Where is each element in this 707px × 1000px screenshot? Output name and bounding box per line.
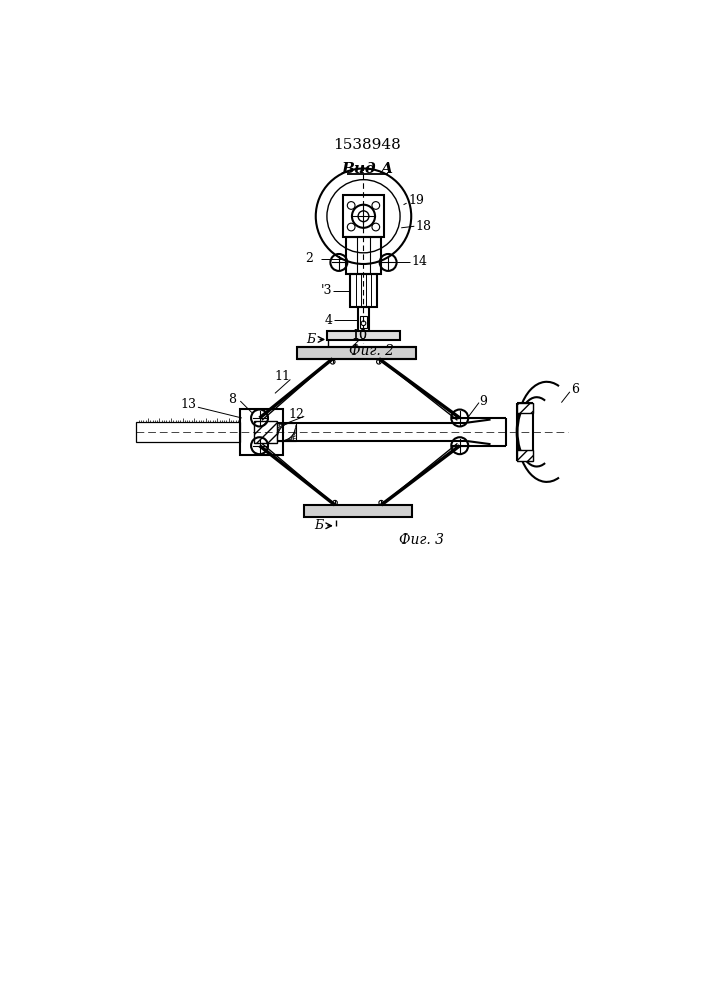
Bar bbox=[240, 409, 283, 455]
Text: 4: 4 bbox=[325, 314, 333, 327]
Bar bbox=[344, 195, 383, 237]
Bar bbox=[351, 274, 377, 307]
Text: 10: 10 bbox=[351, 329, 368, 342]
Bar bbox=[136, 422, 240, 442]
Text: Б: Б bbox=[307, 333, 316, 346]
Text: 19: 19 bbox=[408, 194, 424, 207]
Bar bbox=[518, 450, 533, 461]
Text: 10: 10 bbox=[351, 329, 368, 342]
Bar bbox=[254, 421, 277, 443]
Text: 2: 2 bbox=[305, 252, 313, 265]
Text: 18: 18 bbox=[416, 220, 432, 233]
Bar bbox=[277, 423, 296, 441]
Text: Фиг. 3: Фиг. 3 bbox=[399, 533, 444, 547]
Text: 8: 8 bbox=[228, 393, 237, 406]
Bar bbox=[518, 403, 533, 413]
Bar bbox=[296, 347, 416, 359]
Text: Б: Б bbox=[315, 519, 323, 532]
Text: Вид А: Вид А bbox=[341, 162, 394, 176]
Text: '3: '3 bbox=[321, 284, 332, 297]
Circle shape bbox=[358, 211, 369, 222]
Text: 11: 11 bbox=[274, 370, 291, 383]
Bar bbox=[327, 331, 400, 340]
Text: 12: 12 bbox=[288, 408, 305, 421]
Text: 9: 9 bbox=[479, 395, 487, 408]
Text: Фиг. 2: Фиг. 2 bbox=[349, 344, 394, 358]
Bar bbox=[346, 237, 381, 274]
Bar bbox=[304, 505, 412, 517]
Text: 6: 6 bbox=[571, 383, 579, 396]
Bar bbox=[360, 316, 368, 328]
Text: 13: 13 bbox=[181, 398, 197, 411]
Bar bbox=[358, 307, 369, 331]
Text: 1538948: 1538948 bbox=[334, 138, 401, 152]
Text: 14: 14 bbox=[411, 255, 427, 268]
